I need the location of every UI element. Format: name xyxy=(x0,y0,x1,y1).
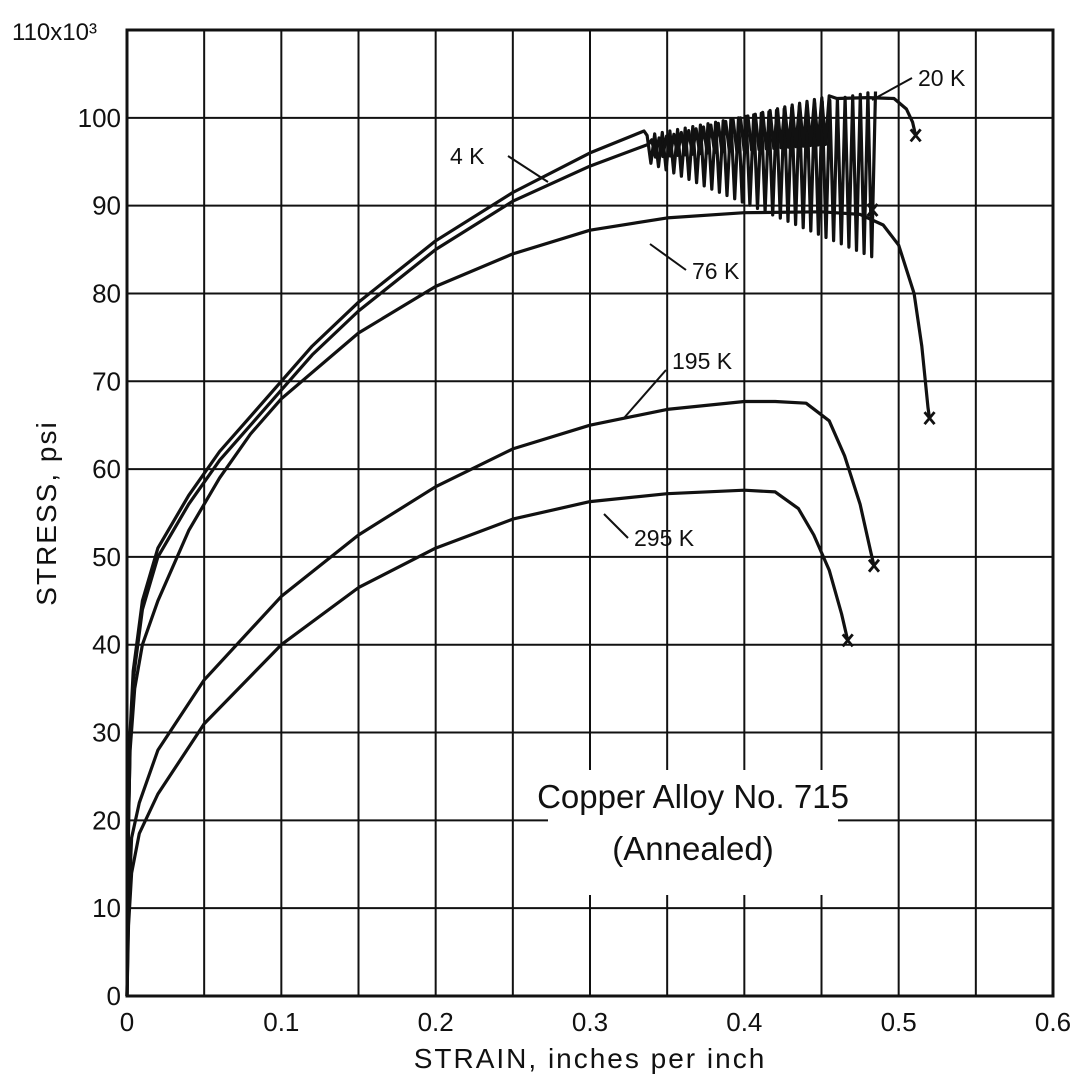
series-label: 76 K xyxy=(692,258,740,284)
y-tick-label: 100 xyxy=(78,103,121,133)
x-tick-label: 0.3 xyxy=(572,1007,608,1037)
series-line xyxy=(125,210,932,997)
series-group xyxy=(125,91,936,997)
y-tick-label: 70 xyxy=(92,366,121,396)
y-tick-label: 90 xyxy=(92,191,121,221)
series-line xyxy=(125,488,850,997)
y-tick-label: 0 xyxy=(107,981,121,1011)
y-tick-label: 80 xyxy=(92,278,121,308)
fracture-marker xyxy=(923,411,936,426)
tick-labels: 0 0.1 0.2 0.3 0.4 0.5 0.6 0 10 20 30 40 50 60 70 80 90 10… xyxy=(78,103,1071,1037)
annotation-line-2: (Annealed) xyxy=(612,830,773,867)
fracture-marker xyxy=(867,558,881,573)
x-tick-label: 0.4 xyxy=(726,1007,762,1037)
series-label-leader xyxy=(603,513,629,539)
y-tick-label: 30 xyxy=(92,718,121,748)
plot-frame xyxy=(125,28,1055,998)
x-tick-label: 0.2 xyxy=(418,1007,454,1037)
x-axis-title: STRAIN, inches per inch xyxy=(414,1043,767,1074)
series-label-leader xyxy=(623,369,667,419)
series-label-leader xyxy=(507,155,549,183)
x-tick-label: 0 xyxy=(120,1007,134,1037)
plot-border xyxy=(125,28,1055,998)
y-axis-max-label: 110x10³ xyxy=(12,19,97,46)
annotation-line-1: Copper Alloy No. 715 xyxy=(537,778,849,815)
series-label: 195 K xyxy=(672,348,733,374)
series-labels: 4 K 20 K 76 K 195 K 295 K xyxy=(450,65,966,551)
series-line xyxy=(125,94,918,997)
fracture-marker xyxy=(866,203,879,217)
series-label-leader xyxy=(871,77,913,101)
annotation-background xyxy=(548,770,838,895)
y-tick-label: 20 xyxy=(92,805,121,835)
series-line xyxy=(125,91,878,997)
series-label: 20 K xyxy=(918,65,966,91)
y-tick-label: 60 xyxy=(92,454,121,484)
series-label-leader xyxy=(649,243,687,271)
series-label: 295 K xyxy=(634,525,695,551)
y-axis-title: STRESS, psi xyxy=(31,420,62,605)
fracture-marker xyxy=(909,128,922,143)
x-tick-label: 0.6 xyxy=(1035,1007,1071,1037)
series-line xyxy=(125,399,876,997)
fracture-marker xyxy=(841,633,854,648)
x-tick-label: 0.5 xyxy=(881,1007,917,1037)
y-tick-label: 40 xyxy=(92,630,121,660)
annotation-box: Copper Alloy No. 715 (Annealed) xyxy=(537,770,849,895)
y-tick-label: 50 xyxy=(92,542,121,572)
series-label: 4 K xyxy=(450,143,485,169)
y-tick-label: 10 xyxy=(92,893,121,923)
x-tick-label: 0.1 xyxy=(263,1007,299,1037)
